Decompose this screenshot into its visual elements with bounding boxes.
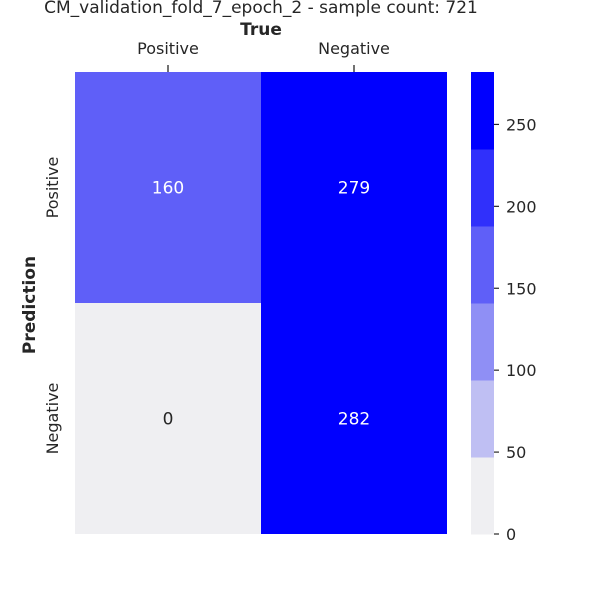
colorbar-tick-label: 200: [506, 197, 537, 216]
x-axis-title: True: [240, 20, 282, 40]
colorbar-tick-label: 150: [506, 279, 537, 298]
x-tick-label: Negative: [318, 39, 390, 58]
cell-value-label: 160: [152, 179, 184, 199]
heatmap-cell: [261, 303, 447, 534]
y-tick-label: Negative: [43, 383, 62, 455]
colorbar-segment: [471, 149, 494, 227]
cell-value-label: 0: [163, 410, 174, 430]
colorbar-segment: [471, 72, 494, 150]
colorbar-tick-label: 250: [506, 115, 537, 134]
colorbar-tick-label: 50: [506, 443, 526, 462]
colorbar-segment: [471, 380, 494, 458]
cell-value-label: 282: [338, 410, 370, 430]
chart-title: CM_validation_fold_7_epoch_2 - sample co…: [44, 0, 478, 18]
colorbar: 0 50 100 150 200 250: [471, 72, 537, 544]
y-tick-label: Positive: [43, 157, 62, 219]
colorbar-segment: [471, 457, 494, 535]
colorbar-tick-label: 0: [506, 525, 516, 544]
heatmap-cell: [261, 72, 447, 303]
x-axis-ticks: Positive Negative: [137, 39, 390, 72]
x-tick-label: Positive: [137, 39, 199, 58]
colorbar-tick-label: 100: [506, 361, 537, 380]
heatmap-cell: [75, 303, 261, 534]
colorbar-segment: [471, 226, 494, 304]
cell-value-label: 279: [338, 179, 370, 199]
y-axis-ticks: Positive Negative: [43, 157, 62, 455]
heatmap: 160 279 0 282: [75, 72, 447, 534]
colorbar-segment: [471, 303, 494, 381]
y-axis-title: Prediction: [20, 256, 40, 354]
heatmap-cell: [75, 72, 261, 303]
